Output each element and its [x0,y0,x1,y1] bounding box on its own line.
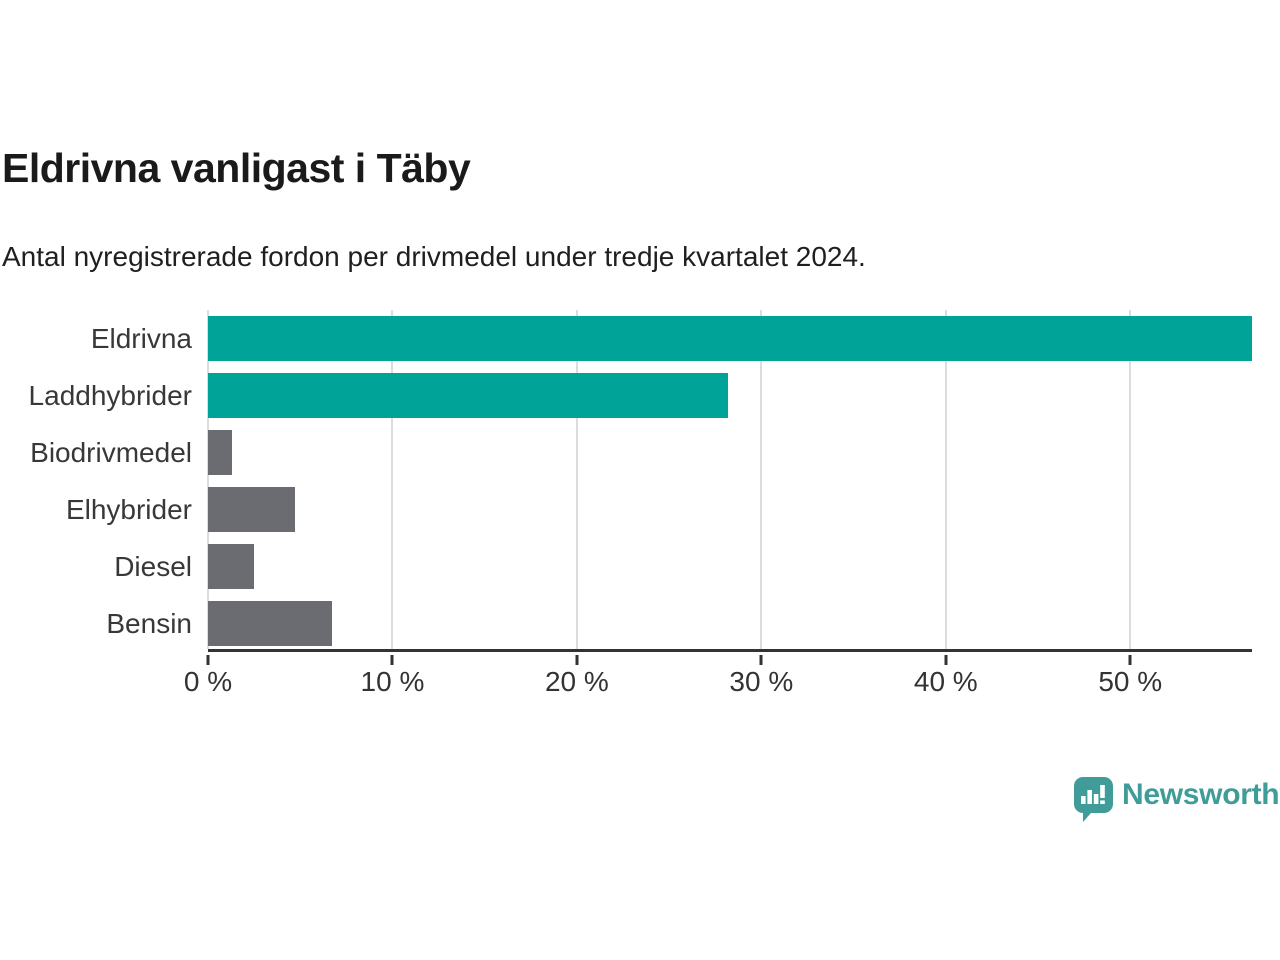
axis-tick-label: 30 % [729,666,794,697]
gridline [391,310,394,649]
category-label-biodrivmedel: Biodrivmedel [30,437,192,468]
axis-tick-label: 50 % [1098,666,1163,697]
bar-laddhybrider [208,373,729,418]
axis-tick-label: 40 % [913,666,978,697]
category-label-elhybrider: Elhybrider [65,494,192,525]
axis-tick [575,655,579,665]
newsworthy-logo: Newsworthy [1074,777,1280,822]
plot-area [207,310,1252,652]
bar-biodrivmedel [208,430,232,475]
axis-tick-label: 10 % [360,666,425,697]
axis-tick [1128,655,1132,665]
category-label-laddhybrider: Laddhybrider [28,380,192,411]
axis-tick-label: 20 % [544,666,609,697]
category-label-diesel: Diesel [114,551,192,582]
gridline [207,310,209,649]
newsworthy-speech-bubble-barchart-icon [1074,777,1113,822]
axis-tick-label: 0 % [183,666,233,697]
axis-tick [944,655,948,665]
gridline [760,310,763,649]
gridline [1129,310,1132,649]
bar-diesel [208,544,255,589]
chart-subtitle: Antal nyregistrerade fordon per drivmede… [2,241,866,272]
category-axis: Eldrivna Laddhybrider Biodrivmedel Elhybrid… [0,310,192,652]
newsworthy-logo-text: Newsworthy [1122,778,1280,811]
bar-eldrivna [208,316,1252,361]
category-label-eldrivna: Eldrivna [90,323,192,354]
x-axis-labels: 0 % 10 % 20 % 30 % 40 % 50 % [184,666,1252,700]
gridline [944,310,947,649]
bar-elhybrider [208,487,295,532]
gridline [575,310,578,649]
axis-tick [206,655,210,665]
axis-tick [390,655,394,665]
x-axis-ticks [206,655,1252,665]
axis-tick [759,655,763,665]
chart-title: Eldrivna vanligast i Täby [2,145,471,191]
category-label-bensin: Bensin [106,608,192,639]
bar-bensin [208,601,332,646]
